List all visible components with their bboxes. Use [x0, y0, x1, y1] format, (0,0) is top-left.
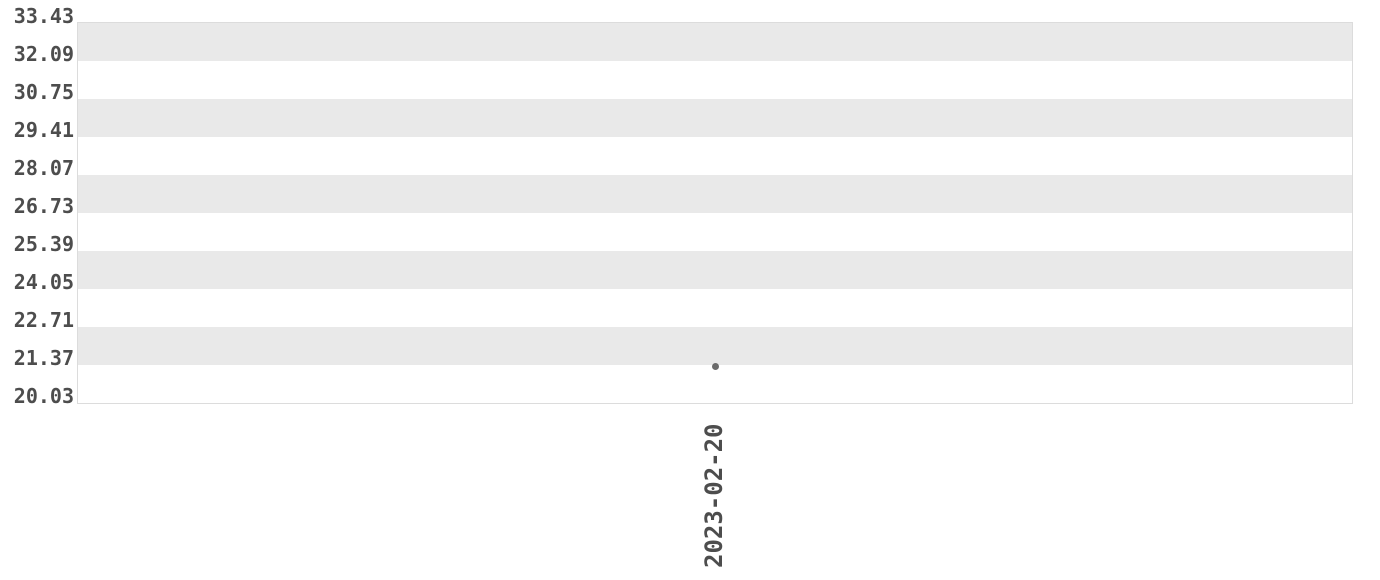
y-axis-tick-label: 32.09: [13, 41, 74, 66]
y-axis-tick-label: 20.03: [13, 383, 74, 408]
y-axis-tick-label: 33.43: [13, 3, 74, 28]
grid-band: [78, 327, 1352, 365]
grid-band: [78, 175, 1352, 213]
y-axis-tick-label: 22.71: [13, 307, 74, 332]
grid-band: [78, 137, 1352, 175]
grid-band: [78, 213, 1352, 251]
y-axis: 33.43 32.09 30.75 29.41 28.07 26.73 25.39 24.05…: [0, 0, 74, 580]
grid-band: [78, 289, 1352, 327]
grid-band: [78, 61, 1352, 99]
grid-band: [78, 99, 1352, 137]
y-axis-tick-label: 25.39: [13, 231, 74, 256]
grid-band: [78, 251, 1352, 289]
y-axis-tick-label: 30.75: [13, 79, 74, 104]
y-axis-tick-label: 29.41: [13, 117, 74, 142]
y-axis-tick-label: 28.07: [13, 155, 74, 180]
grid-band: [78, 23, 1352, 61]
plot-area: [77, 22, 1353, 404]
y-axis-tick-label: 26.73: [13, 193, 74, 218]
x-axis-tick-label: 2023-02-20: [700, 423, 728, 569]
y-axis-tick-label: 24.05: [13, 269, 74, 294]
y-axis-tick-label: 21.37: [13, 345, 74, 370]
data-point-marker: [711, 362, 719, 370]
grid-band: [78, 365, 1352, 403]
